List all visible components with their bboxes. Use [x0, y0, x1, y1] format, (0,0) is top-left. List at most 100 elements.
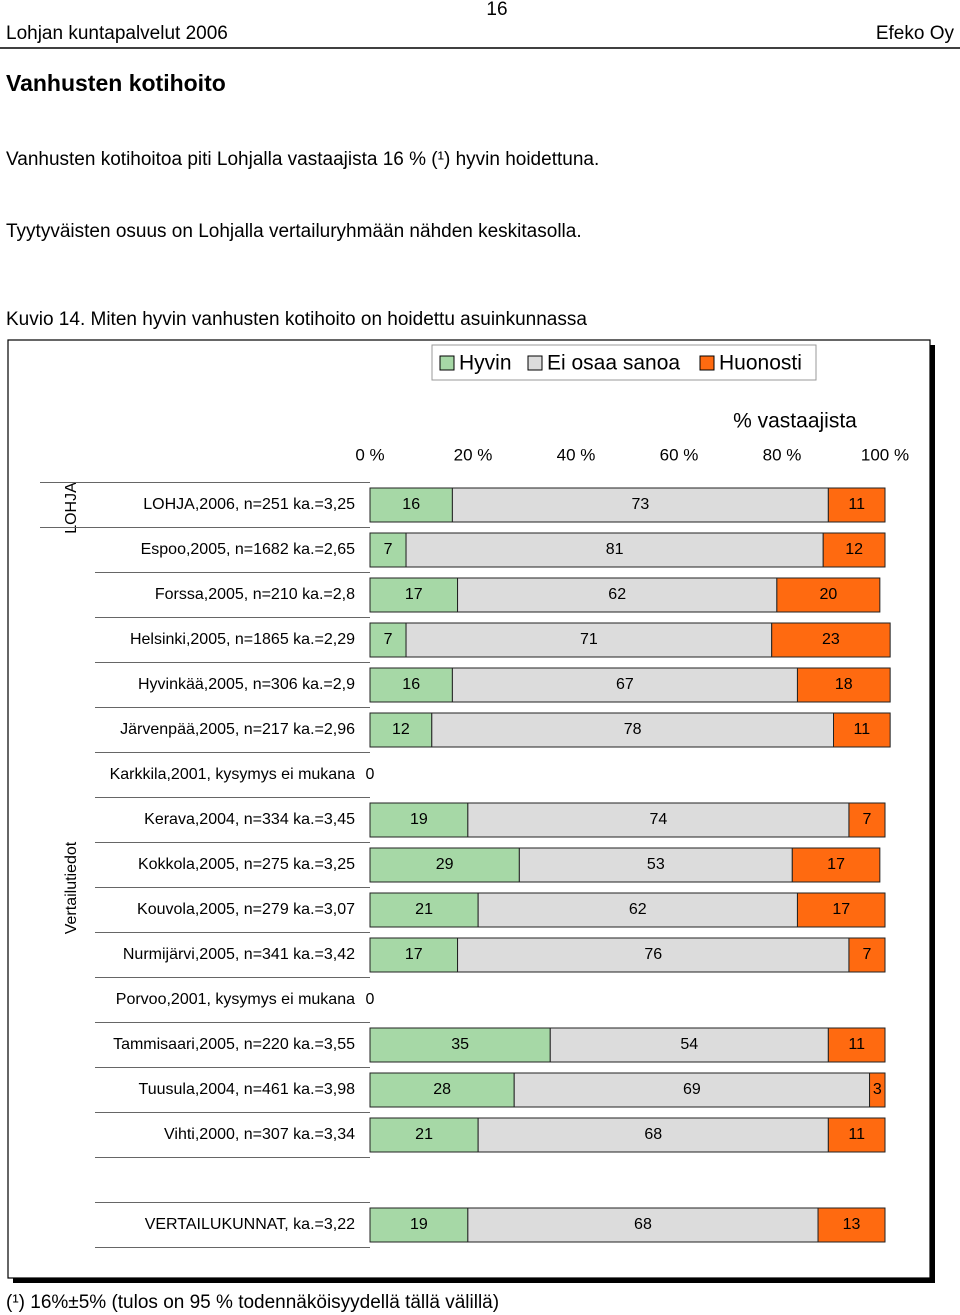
- footnote: (¹) 16%±5% (tulos on 95 % todennäköisyyd…: [6, 1292, 499, 1313]
- category-label: VERTAILUKUNNAT, ka.=3,22: [145, 1216, 355, 1233]
- x-tick-label: 20 %: [454, 445, 493, 464]
- bar-segment: [848, 937, 886, 973]
- x-tick-label: 0 %: [355, 445, 384, 464]
- category-label: Järvenpää,2005, n=217 ka.=2,96: [120, 721, 355, 738]
- bar-segment: [369, 712, 433, 748]
- value-label: 21: [415, 1126, 433, 1143]
- bar-segment: [477, 892, 798, 928]
- value-label: 54: [680, 1036, 698, 1053]
- value-label: 19: [410, 1216, 428, 1233]
- page-number: 16: [486, 0, 507, 20]
- category-label: Porvoo,2001, kysymys ei mukana: [116, 991, 355, 1008]
- paragraph: Tyytyväisten osuus on Lohjalla vertailur…: [6, 221, 582, 242]
- value-label: 12: [845, 541, 863, 558]
- value-label: 81: [606, 541, 624, 558]
- bar-segment: [369, 802, 469, 838]
- value-label: 11: [848, 1126, 865, 1143]
- x-tick-label: 40 %: [557, 445, 596, 464]
- bar-segment: [827, 1027, 886, 1063]
- value-label: 73: [631, 496, 649, 513]
- value-label: 76: [644, 946, 662, 963]
- value-label: 13: [843, 1216, 861, 1233]
- value-label: 11: [848, 496, 865, 513]
- bar-segment: [369, 1117, 479, 1153]
- bar-segment: [827, 487, 886, 523]
- value-label: 11: [848, 1036, 865, 1053]
- value-label: 68: [644, 1126, 662, 1143]
- value-label: 62: [629, 901, 647, 918]
- bar-segment: [833, 712, 891, 748]
- category-label: Tuusula,2004, n=461 ka.=3,98: [139, 1081, 356, 1098]
- value-label: 68: [634, 1216, 652, 1233]
- header-left: Lohjan kuntapalvelut 2006: [6, 23, 228, 44]
- bar-segment: [369, 1207, 469, 1243]
- value-label: 17: [832, 901, 850, 918]
- bar-segment: [791, 847, 881, 883]
- bar-segment: [369, 622, 407, 658]
- legend-label: Huonosti: [719, 352, 802, 375]
- bar-segment: [405, 532, 824, 568]
- value-label: 7: [384, 631, 393, 648]
- bar-segment: [431, 712, 834, 748]
- bar-segment: [369, 892, 479, 928]
- bar-segment: [776, 577, 881, 613]
- value-label: 3: [873, 1081, 882, 1098]
- figure-caption: Kuvio 14. Miten hyvin vanhusten kotihoit…: [6, 309, 587, 330]
- bar-segment: [405, 622, 773, 658]
- value-label: 16: [402, 676, 420, 693]
- category-label: Hyvinkää,2005, n=306 ka.=2,9: [138, 676, 355, 693]
- value-label: 17: [405, 586, 423, 603]
- value-label: 28: [433, 1081, 451, 1098]
- x-tick-label: 80 %: [763, 445, 802, 464]
- value-label: 7: [384, 541, 393, 558]
- bar-segment: [467, 802, 850, 838]
- value-label: 11: [854, 721, 871, 738]
- value-label: 29: [436, 856, 454, 873]
- bar-segment: [822, 532, 886, 568]
- value-label: 67: [616, 676, 634, 693]
- bar-segment: [369, 1027, 551, 1063]
- bar-segment: [369, 847, 520, 883]
- bar-segment: [477, 1117, 829, 1153]
- x-tick-label: 100 %: [861, 445, 909, 464]
- bar-segment: [869, 1072, 886, 1108]
- category-label: Vihti,2000, n=307 ka.=3,34: [164, 1126, 355, 1143]
- legend-swatch: [699, 355, 715, 371]
- bar-segment: [451, 667, 798, 703]
- bar-segment: [827, 1117, 886, 1153]
- bar-segment: [451, 487, 829, 523]
- category-label: Kouvola,2005, n=279 ka.=3,07: [137, 901, 355, 918]
- category-label: Espoo,2005, n=1682 ka.=2,65: [141, 541, 356, 558]
- value-label: 53: [647, 856, 665, 873]
- category-label: Kerava,2004, n=334 ka.=3,45: [144, 811, 355, 828]
- category-label: Helsinki,2005, n=1865 ka.=2,29: [130, 631, 355, 648]
- category-label: Karkkila,2001, kysymys ei mukana: [110, 766, 356, 783]
- bar-segment: [369, 532, 407, 568]
- bar-segment: [817, 1207, 886, 1243]
- value-label: 17: [827, 856, 845, 873]
- paragraph: Vanhusten kotihoitoa piti Lohjalla vasta…: [6, 149, 599, 170]
- legend-box: [431, 344, 817, 381]
- value-label: 62: [608, 586, 626, 603]
- value-label: 0: [366, 766, 375, 783]
- bar-segment: [467, 1207, 819, 1243]
- category-label: Nurmijärvi,2005, n=341 ka.=3,42: [123, 946, 355, 963]
- legend-label: Ei osaa sanoa: [547, 352, 680, 375]
- header-right: Efeko Oy: [876, 23, 955, 44]
- category-label: Tammisaari,2005, n=220 ka.=3,55: [113, 1036, 355, 1053]
- bar-segment: [796, 667, 891, 703]
- value-label: 18: [835, 676, 853, 693]
- value-label: 35: [451, 1036, 469, 1053]
- value-label: 20: [819, 586, 837, 603]
- category-label: LOHJA,2006, n=251 ka.=3,25: [143, 496, 355, 513]
- group-label: LOHJA: [63, 482, 80, 534]
- value-label: 7: [863, 946, 872, 963]
- value-label: 12: [392, 721, 410, 738]
- bar-segment: [518, 847, 793, 883]
- value-label: 17: [405, 946, 423, 963]
- bar-segment: [457, 937, 850, 973]
- bar-segment: [369, 937, 459, 973]
- legend-label: Hyvin: [459, 352, 512, 375]
- value-label: 69: [683, 1081, 701, 1098]
